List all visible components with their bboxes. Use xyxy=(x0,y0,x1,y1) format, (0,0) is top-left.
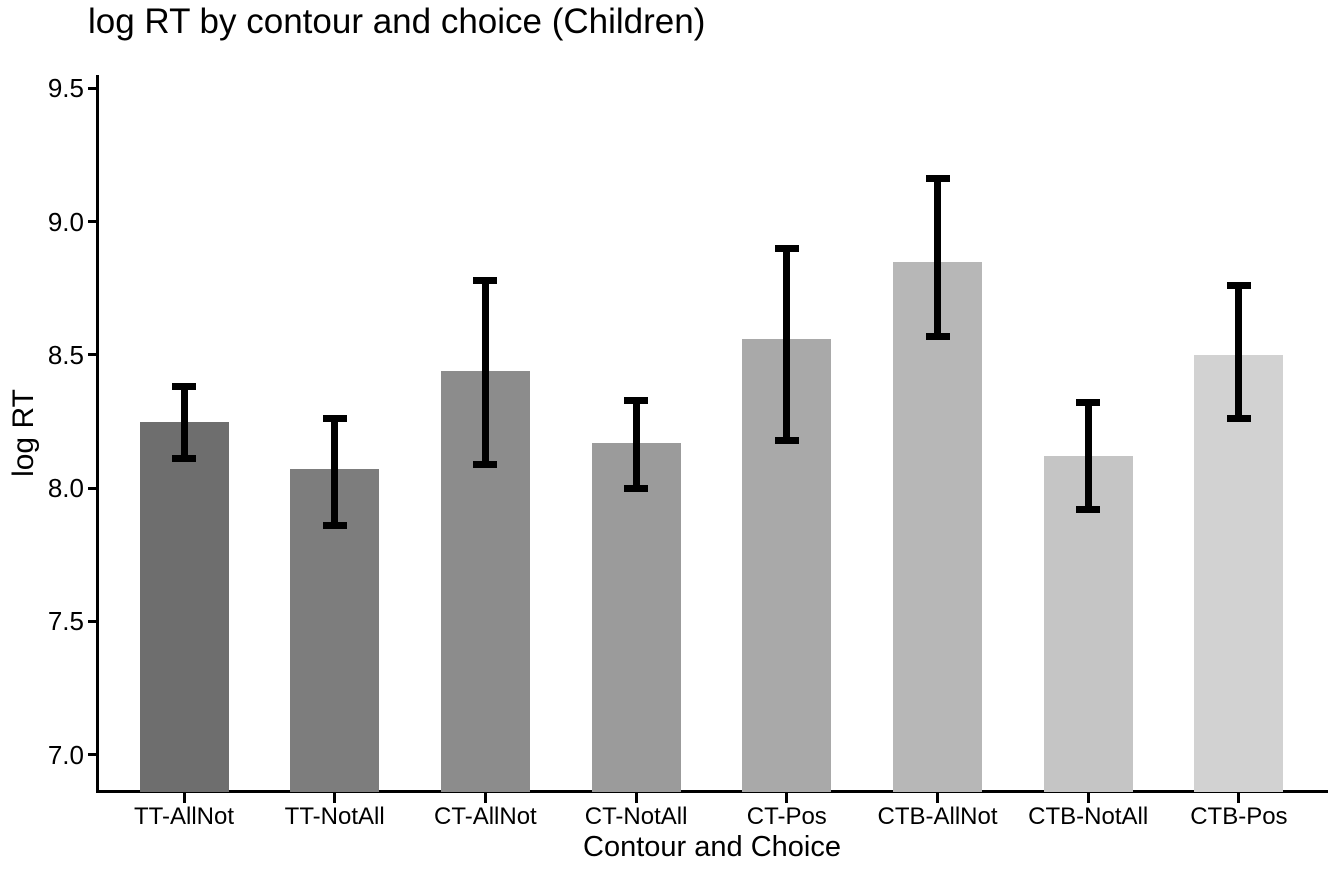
error-bar-cap-top xyxy=(624,396,649,404)
bar xyxy=(139,421,229,792)
x-tick-label: TT-NotAll xyxy=(284,803,385,830)
error-bar-line xyxy=(1084,402,1092,510)
error-bar-line xyxy=(180,386,188,459)
y-axis-title: log RT xyxy=(7,389,40,477)
x-tick-mark xyxy=(785,793,789,803)
y-tick-label: 9.5 xyxy=(47,73,84,104)
error-bar-cap-bottom xyxy=(172,455,196,463)
y-tick-label: 9.0 xyxy=(47,206,84,237)
error-bar-cap-top xyxy=(925,175,950,183)
error-bar-cap-top xyxy=(774,244,799,252)
y-tick-label: 8.0 xyxy=(47,473,84,504)
error-bar-cap-top xyxy=(1226,282,1251,290)
error-bar-line xyxy=(1235,285,1243,419)
y-tick-mark xyxy=(88,486,98,490)
error-bar-cap-bottom xyxy=(1226,415,1251,423)
y-tick-mark xyxy=(88,220,98,224)
error-bar-line xyxy=(331,418,339,526)
bar xyxy=(591,442,681,792)
x-axis-title: Contour and Choice xyxy=(583,831,841,863)
error-bar-cap-top xyxy=(322,415,347,423)
y-tick-mark xyxy=(88,86,98,90)
y-tick-mark xyxy=(88,353,98,357)
error-bar-line xyxy=(632,400,640,489)
error-bar-cap-bottom xyxy=(1076,505,1101,513)
x-tick-label: CTB-Pos xyxy=(1190,803,1288,830)
x-tick-mark xyxy=(483,793,487,803)
error-bar-cap-bottom xyxy=(473,460,498,468)
y-tick-mark xyxy=(88,753,98,757)
y-tick-label: 7.0 xyxy=(47,739,84,770)
x-tick-label: CTB-NotAll xyxy=(1028,803,1149,830)
x-tick-label: CTB-AllNot xyxy=(877,803,998,830)
error-bar-cap-bottom xyxy=(774,436,799,444)
x-tick-mark xyxy=(936,793,939,803)
error-bar-line xyxy=(481,280,489,465)
error-bar-cap-bottom xyxy=(322,521,347,529)
error-bar-line xyxy=(934,178,941,337)
x-tick-label: TT-AllNot xyxy=(133,803,234,830)
x-axis-line xyxy=(96,790,1328,793)
error-bar-cap-bottom xyxy=(925,332,950,340)
y-tick-mark xyxy=(88,619,98,623)
x-tick-label: CT-NotAll xyxy=(584,803,688,830)
bar xyxy=(1194,354,1284,792)
x-tick-mark xyxy=(1086,793,1090,803)
error-bar-cap-top xyxy=(473,276,498,284)
y-tick-label: 8.5 xyxy=(47,339,84,370)
error-bar-cap-top xyxy=(172,383,196,391)
x-tick-mark xyxy=(1237,793,1241,803)
x-tick-label: CT-AllNot xyxy=(434,803,537,830)
x-tick-mark xyxy=(634,793,638,803)
error-bar-cap-top xyxy=(1076,399,1101,407)
x-tick-label: CT-Pos xyxy=(746,803,827,830)
bar xyxy=(893,261,982,792)
y-axis-line xyxy=(96,75,99,793)
x-tick-mark xyxy=(182,793,186,803)
chart-title: log RT by contour and choice (Children) xyxy=(88,2,706,41)
x-tick-mark xyxy=(333,793,337,803)
y-tick-label: 7.5 xyxy=(47,606,84,637)
error-bar-cap-bottom xyxy=(624,484,649,492)
error-bar-line xyxy=(783,248,791,441)
